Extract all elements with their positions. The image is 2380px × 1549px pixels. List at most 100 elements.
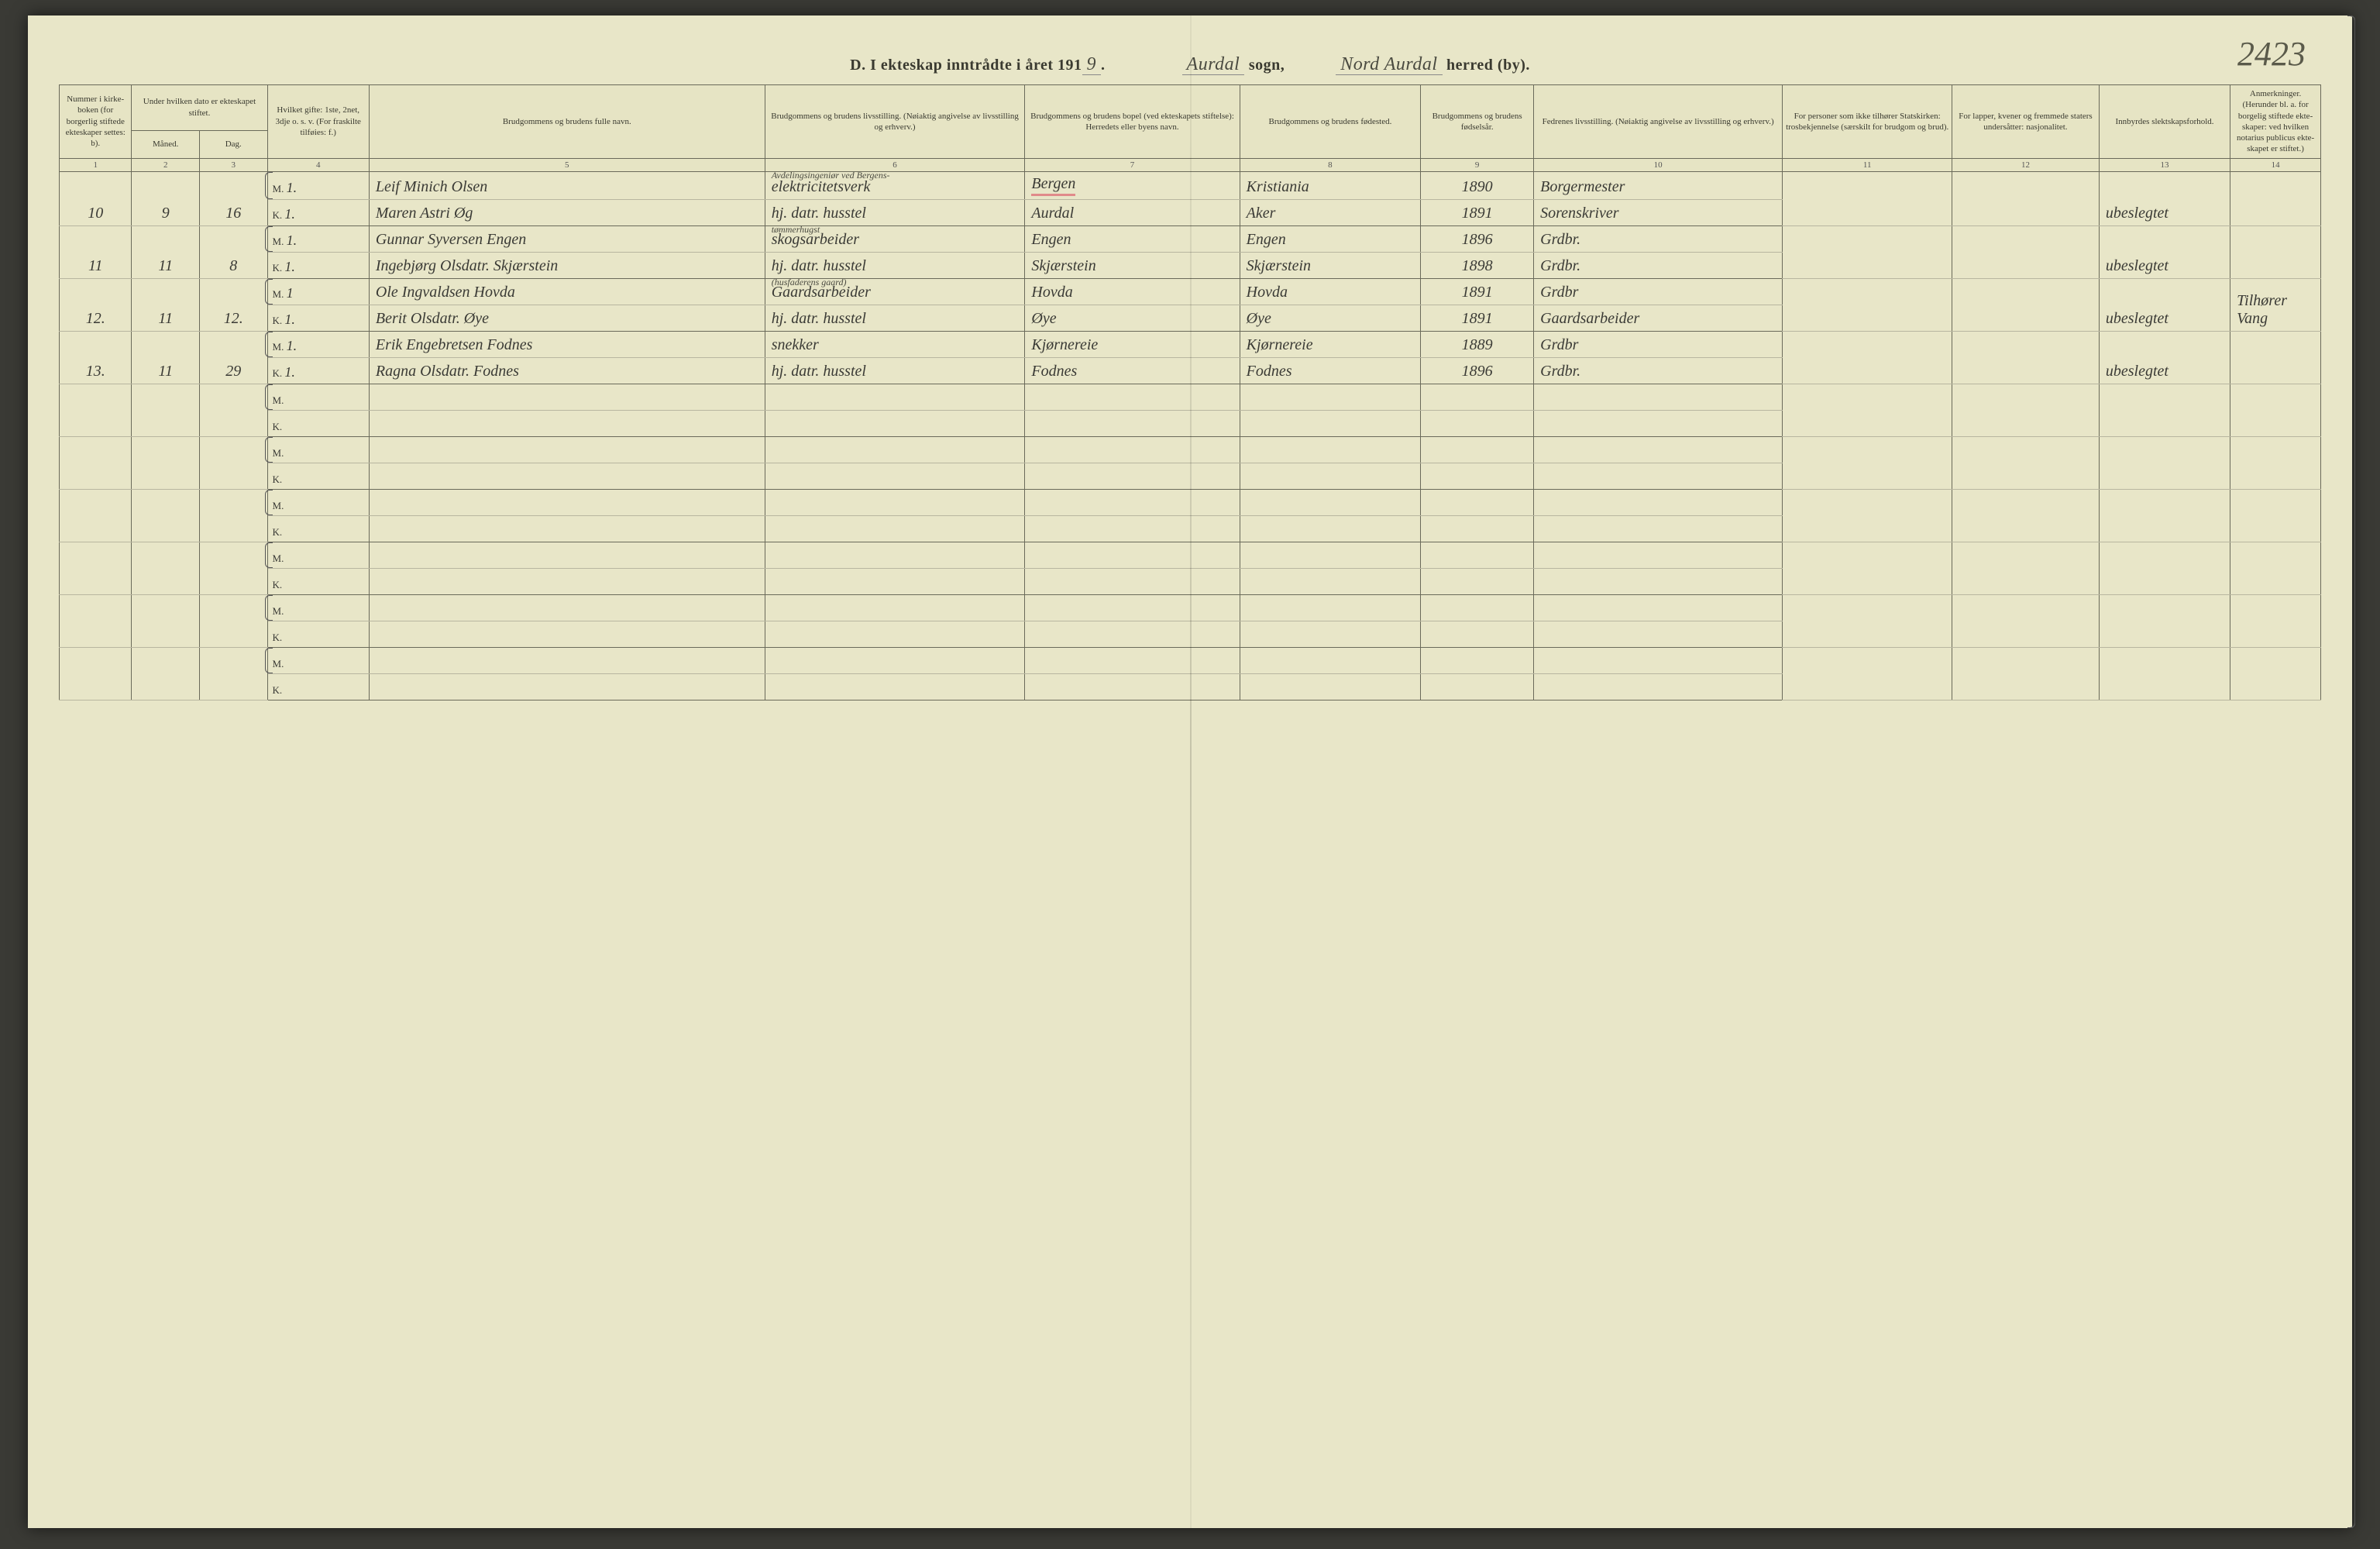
heading-herred-value: Nord Aurdal [1336,54,1442,75]
cell [1421,436,1534,463]
cell [1783,647,1952,700]
cell [765,436,1025,463]
anmerkning: Tilhører Vang [2230,278,2321,331]
cell [1025,463,1240,489]
record-number: 10 [60,171,132,225]
cell [1240,621,1421,647]
groom-bopel: Engen [1025,225,1240,252]
cell [2099,384,2230,436]
groom-name: Leif Minich Olsen [369,171,765,199]
heading-period: . [1101,57,1106,74]
bride-fodested: Aker [1240,199,1421,225]
cell [199,594,267,647]
cell [1421,621,1534,647]
column-number: 5 [369,158,765,171]
cell [1240,542,1421,568]
cell [1952,436,2100,489]
column-number-row: 1234567891011121314 [60,158,2321,171]
cell [1952,489,2100,542]
bride-bopel: Skjærstein [1025,252,1240,278]
col-header-7: Brudgommens og brudens bopel (ved ektesk… [1025,85,1240,159]
cell [1025,489,1240,515]
cell [765,647,1025,673]
cell [199,489,267,542]
cell [1025,410,1240,436]
cell [369,463,765,489]
cell: K. [267,463,369,489]
cell [1952,594,2100,647]
cell [2099,489,2230,542]
trosbekjennelse [1783,278,1952,331]
groom-bopel: Hovda [1025,278,1240,305]
cell [369,542,765,568]
cell: K. [267,621,369,647]
trosbekjennelse [1783,171,1952,225]
bride-father-occ: Sorenskriver [1534,199,1783,225]
cell [1240,463,1421,489]
groom-father-occ: Grdbr [1534,331,1783,357]
groom-occupation: snekker [765,331,1025,357]
bride-bopel: Aurdal [1025,199,1240,225]
groom-fodested: Engen [1240,225,1421,252]
column-number: 13 [2099,158,2230,171]
cell [1421,384,1534,410]
nasjonalitet [1952,331,2100,384]
cell [2230,647,2321,700]
mk-cell: K. 1. [267,252,369,278]
cell [1421,515,1534,542]
cell [199,542,267,594]
cell [1534,594,1783,621]
column-number: 14 [2230,158,2321,171]
groom-father-occ: Borgermester [1534,171,1783,199]
cell: K. [267,515,369,542]
cell [1783,436,1952,489]
groom-fodested: Kjørnereie [1240,331,1421,357]
cell [1534,463,1783,489]
cell [765,463,1025,489]
trosbekjennelse [1783,225,1952,278]
cell [1534,542,1783,568]
col-header-11: For personer som ikke tilhører Statskirk… [1783,85,1952,159]
cell [1952,384,2100,436]
cell [1783,384,1952,436]
cell [1534,515,1783,542]
record-row-groom: 12.1112.M. 1Ole Ingvaldsen Hovda(husfade… [60,278,2321,305]
cell [1421,542,1534,568]
bride-name: Berit Olsdatr. Øye [369,305,765,331]
column-number: 9 [1421,158,1534,171]
empty-row: M. [60,647,2321,673]
cell [1783,489,1952,542]
groom-occupation: tømmerhugstskogsarbeider [765,225,1025,252]
cell [369,568,765,594]
cell [1534,621,1783,647]
heading-sogn-value: Aurdal [1182,54,1245,75]
bride-year: 1891 [1421,305,1534,331]
table-header: Nummer i kirke­boken (for borgerlig stif… [60,85,2321,172]
column-number: 8 [1240,158,1421,171]
cell [1025,436,1240,463]
cell [199,647,267,700]
cell [1421,647,1534,673]
groom-bopel: Bergen [1025,171,1240,199]
cell [765,594,1025,621]
nasjonalitet [1952,278,2100,331]
cell [2099,436,2230,489]
cell [369,594,765,621]
cell [1534,673,1783,700]
groom-bopel: Kjørnereie [1025,331,1240,357]
cell [132,647,200,700]
groom-year: 1890 [1421,171,1534,199]
groom-father-occ: Grdbr. [1534,225,1783,252]
groom-year: 1889 [1421,331,1534,357]
record-month: 11 [132,225,200,278]
heading-year-digit: 9 [1082,54,1102,75]
cell [1240,410,1421,436]
heading-prefix: D. I ekteskap inntrådte i året 191 [850,57,1082,74]
heading-line: D. I ekteskap inntrådte i året 1919. Aur… [59,54,2321,75]
column-number: 10 [1534,158,1783,171]
slektskap: ubeslegtet [2099,278,2230,331]
cell [2230,384,2321,436]
cell [2230,594,2321,647]
col-header-5: Brudgommens og brudens fulle navn. [369,85,765,159]
mk-cell: M. 1. [267,225,369,252]
